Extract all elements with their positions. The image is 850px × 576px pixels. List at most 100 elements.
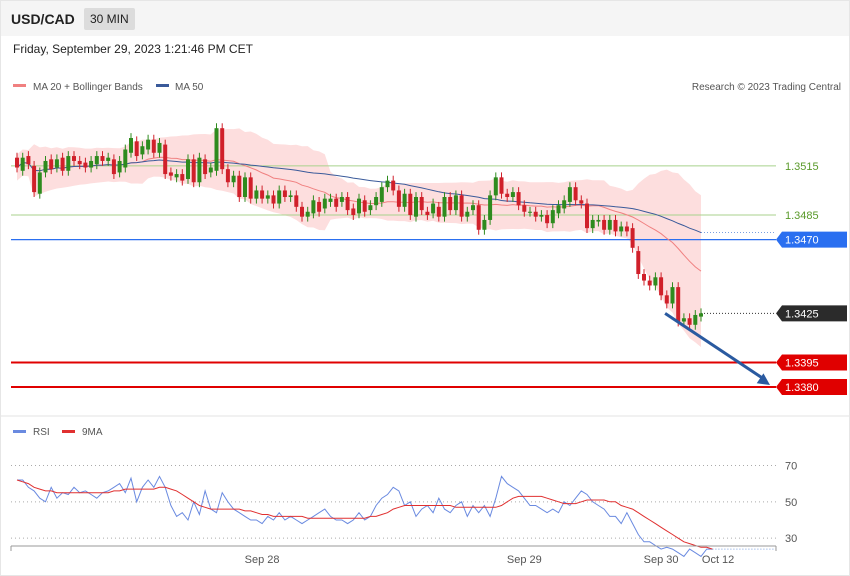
candle-body (288, 195, 293, 198)
candle-body (77, 160, 82, 165)
candle-body (425, 211, 430, 216)
candle-body (436, 206, 441, 217)
candle-body (693, 314, 698, 325)
candle-body (448, 197, 453, 211)
candle-body (562, 200, 567, 209)
candle-body (248, 177, 253, 199)
candle-body (670, 287, 675, 304)
candle-body (265, 195, 270, 199)
rsi-legend-label: RSI (33, 427, 50, 438)
timeframe-badge[interactable]: 30 MIN (84, 8, 135, 30)
candle-body (516, 192, 521, 206)
candle-body (351, 208, 356, 216)
candle-body (545, 215, 550, 224)
candle-body (305, 211, 310, 217)
level-label-tag (776, 231, 847, 248)
candle-body (49, 159, 54, 170)
candle-body (345, 197, 350, 211)
candle-body (482, 219, 487, 230)
candle-body (556, 205, 561, 214)
candle-body (607, 219, 612, 230)
candle-body (317, 201, 322, 212)
candle-body (539, 215, 544, 217)
candle-body (442, 197, 447, 217)
candle-body (100, 156, 105, 161)
x-tick-label: Sep 30 (644, 554, 679, 566)
symbol-title: USD/CAD (11, 11, 75, 27)
candle-body (357, 198, 361, 214)
candle-body (208, 167, 213, 173)
candle-body (225, 169, 230, 183)
rsi-line (17, 475, 713, 558)
candle-body (459, 195, 464, 217)
candle-body (72, 156, 76, 161)
candle-body (146, 139, 151, 150)
candle-body (465, 211, 470, 217)
candle-body (168, 172, 173, 176)
candle-body (186, 159, 190, 179)
candle-body (505, 193, 510, 198)
candle-body (231, 175, 236, 183)
candle-body (322, 198, 327, 209)
candle-body (636, 251, 641, 275)
candle-body (596, 219, 601, 222)
candle-body (414, 197, 418, 217)
chart-timestamp: Friday, September 29, 2023 1:21:46 PM CE… (13, 42, 253, 56)
candle-body (26, 156, 31, 165)
rsi-legend-swatch (13, 430, 26, 433)
candle-body (106, 157, 111, 161)
candle-body (408, 193, 413, 216)
candle-body (334, 198, 339, 207)
ma50-legend-swatch (156, 84, 169, 87)
candle-body (613, 219, 618, 232)
candle-body (66, 156, 71, 171)
candle-body (151, 139, 156, 153)
candle-body (237, 175, 242, 198)
candle-body (311, 200, 316, 214)
candle-body (493, 177, 498, 196)
candle-body (567, 187, 572, 202)
ma50-legend-label: MA 50 (175, 82, 204, 93)
candle-body (642, 274, 646, 281)
level-label-1.3395: 1.3395 (785, 357, 819, 369)
copyright-text: Research © 2023 Trading Central (692, 82, 841, 93)
level-label-1.3380: 1.3380 (785, 382, 819, 394)
candle-body (134, 141, 139, 157)
rsi-plot-area: 70 50 30 (11, 460, 797, 558)
candle-body (37, 172, 42, 194)
candle-body (528, 211, 532, 213)
chart-header: USD/CAD 30 MIN (1, 1, 849, 36)
projection-arrow-head (756, 373, 770, 386)
projection-arrow (664, 312, 765, 381)
candle-body (362, 200, 367, 212)
candle-body (579, 200, 584, 204)
candle-body (647, 280, 652, 286)
candle-body (573, 187, 578, 201)
candle-body (220, 128, 225, 170)
candle-body (123, 149, 128, 168)
level-label-tag (776, 354, 847, 371)
rsi-ma-legend-label: 9MA (82, 427, 103, 438)
candle-body (499, 177, 504, 194)
candle-body (374, 197, 379, 206)
candle-body (522, 205, 527, 212)
candle-body (282, 190, 287, 198)
candle-body (83, 162, 88, 168)
ma20-legend-label: MA 20 + Bollinger Bands (33, 82, 143, 93)
level-label-1.3515: 1.3515 (785, 161, 819, 173)
candle-body (328, 198, 333, 202)
candle-body (653, 277, 658, 286)
candle-body (60, 157, 65, 171)
candle-body (15, 157, 19, 168)
candle-body (32, 165, 37, 193)
candle-body (20, 157, 25, 171)
candle-body (54, 159, 59, 168)
candle-body (402, 193, 407, 207)
candle-body (476, 205, 481, 230)
x-tick-label: Oct 12 (702, 554, 734, 566)
candle-body (254, 190, 259, 199)
candle-body (300, 206, 304, 217)
candle-body (368, 205, 373, 211)
candle-body (89, 160, 94, 168)
